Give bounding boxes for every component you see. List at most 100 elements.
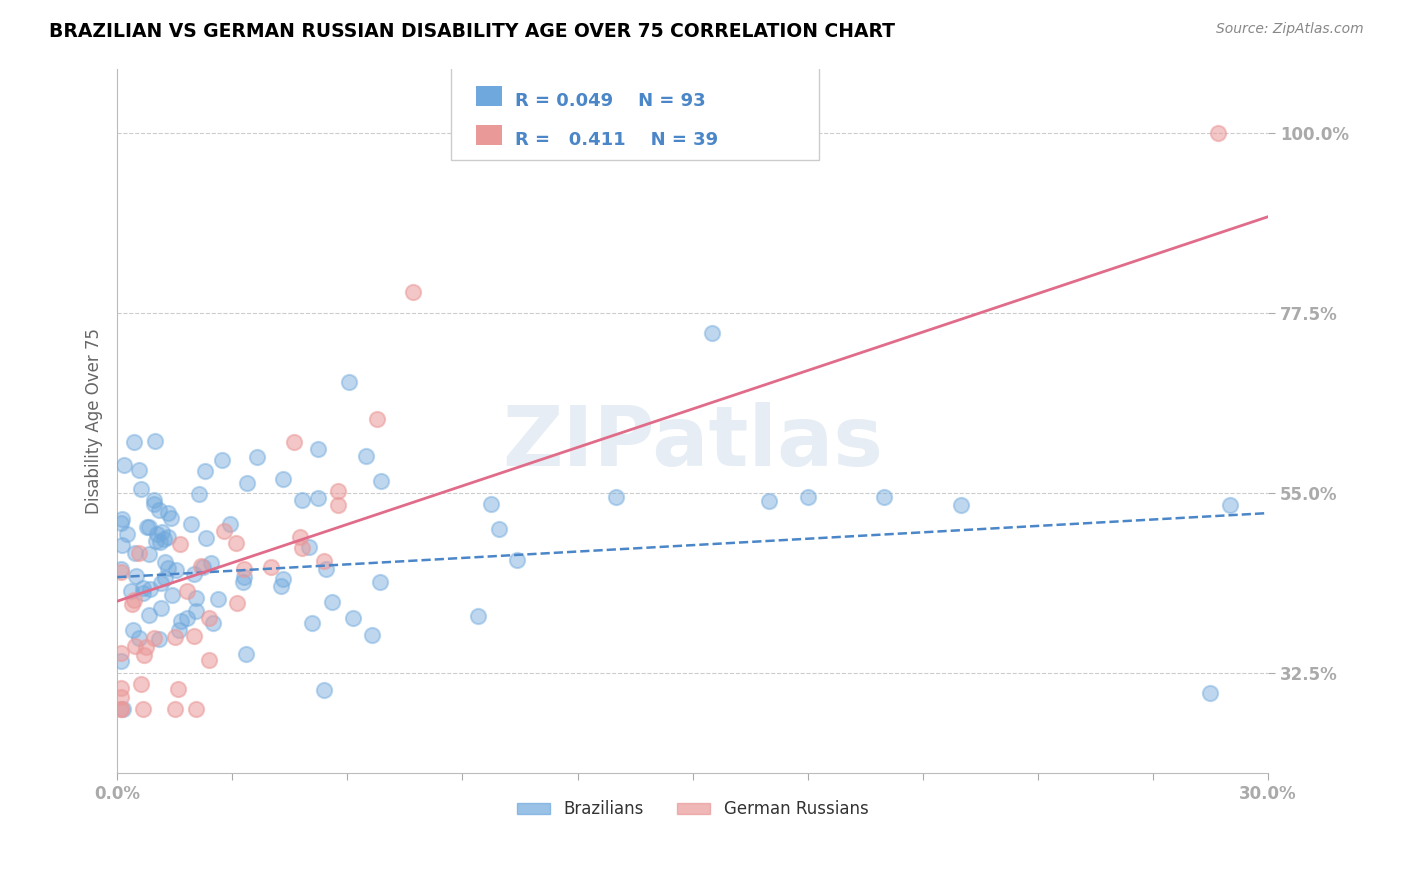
German Russians [110,565,132,579]
Brazilians [342,610,364,624]
Brazilians [139,582,162,596]
Text: Source: ZipAtlas.com: Source: ZipAtlas.com [1216,22,1364,37]
Brazilians [796,490,818,504]
Brazilians [115,527,138,541]
Brazilians [167,623,190,637]
German Russians [233,562,256,576]
Brazilians [149,535,172,549]
Brazilians [1219,498,1241,512]
Brazilians [176,611,198,625]
Legend: Brazilians, German Russians: Brazilians, German Russians [510,794,875,825]
German Russians [291,541,314,555]
Brazilians [950,498,973,512]
Brazilians [112,458,135,473]
Brazilians [110,516,132,531]
German Russians [121,597,143,611]
German Russians [283,434,305,449]
Brazilians [232,574,254,589]
Brazilians [236,475,259,490]
German Russians [314,553,336,567]
Brazilians [110,562,132,576]
Brazilians [124,546,146,560]
Brazilians [145,534,167,549]
Brazilians [129,483,152,497]
Brazilians [270,579,292,593]
Y-axis label: Disability Age Over 75: Disability Age Over 75 [86,328,103,514]
Brazilians [360,628,382,642]
Brazilians [157,530,180,544]
Brazilians [605,490,627,504]
Brazilians [153,555,176,569]
Brazilians [337,375,360,389]
Brazilians [149,576,172,591]
Brazilians [143,493,166,508]
German Russians [134,648,156,663]
German Russians [110,702,132,716]
Text: R =   0.411    N = 39: R = 0.411 N = 39 [516,131,718,149]
Brazilians [202,616,225,631]
German Russians [163,630,186,644]
Brazilians [152,532,174,546]
Brazilians [157,506,180,520]
German Russians [124,639,146,653]
Brazilians [873,490,896,504]
Brazilians [186,604,208,618]
Brazilians [194,464,217,478]
FancyBboxPatch shape [477,86,502,106]
German Russians [402,285,425,300]
Brazilians [148,632,170,646]
Brazilians [307,442,329,456]
Brazilians [155,570,177,584]
German Russians [184,702,207,716]
German Russians [212,524,235,538]
Brazilians [354,449,377,463]
German Russians [225,597,247,611]
German Russians [163,702,186,716]
German Russians [326,484,349,499]
Brazilians [110,654,132,668]
Brazilians [233,570,256,584]
Brazilians [488,522,510,536]
Brazilians [143,434,166,448]
German Russians [328,498,350,512]
Brazilians [150,525,173,540]
German Russians [128,546,150,560]
German Russians [190,558,212,573]
Brazilians [211,453,233,467]
Brazilians [136,520,159,534]
FancyBboxPatch shape [477,125,502,145]
Brazilians [165,563,187,577]
Brazilians [271,572,294,586]
Brazilians [506,553,529,567]
Brazilians [314,683,336,698]
German Russians [110,690,132,704]
German Russians [129,677,152,691]
Brazilians [184,591,207,605]
German Russians [183,629,205,643]
Brazilians [128,463,150,477]
Brazilians [700,326,723,340]
Brazilians [479,497,502,511]
Brazilians [188,486,211,500]
Brazilians [315,562,337,576]
Brazilians [160,588,183,602]
German Russians [169,537,191,551]
Brazilians [138,547,160,561]
Brazilians [131,586,153,600]
German Russians [225,535,247,549]
Text: BRAZILIAN VS GERMAN RUSSIAN DISABILITY AGE OVER 75 CORRELATION CHART: BRAZILIAN VS GERMAN RUSSIAN DISABILITY A… [49,22,896,41]
Brazilians [132,581,155,595]
Brazilians [125,569,148,583]
Brazilians [111,702,134,716]
Brazilians [122,434,145,449]
Brazilians [194,531,217,545]
Brazilians [271,472,294,486]
German Russians [259,560,281,574]
German Russians [110,647,132,661]
Brazilians [157,560,180,574]
Brazilians [301,615,323,630]
German Russians [288,530,311,544]
German Russians [167,681,190,696]
Brazilians [159,511,181,525]
Brazilians [150,600,173,615]
